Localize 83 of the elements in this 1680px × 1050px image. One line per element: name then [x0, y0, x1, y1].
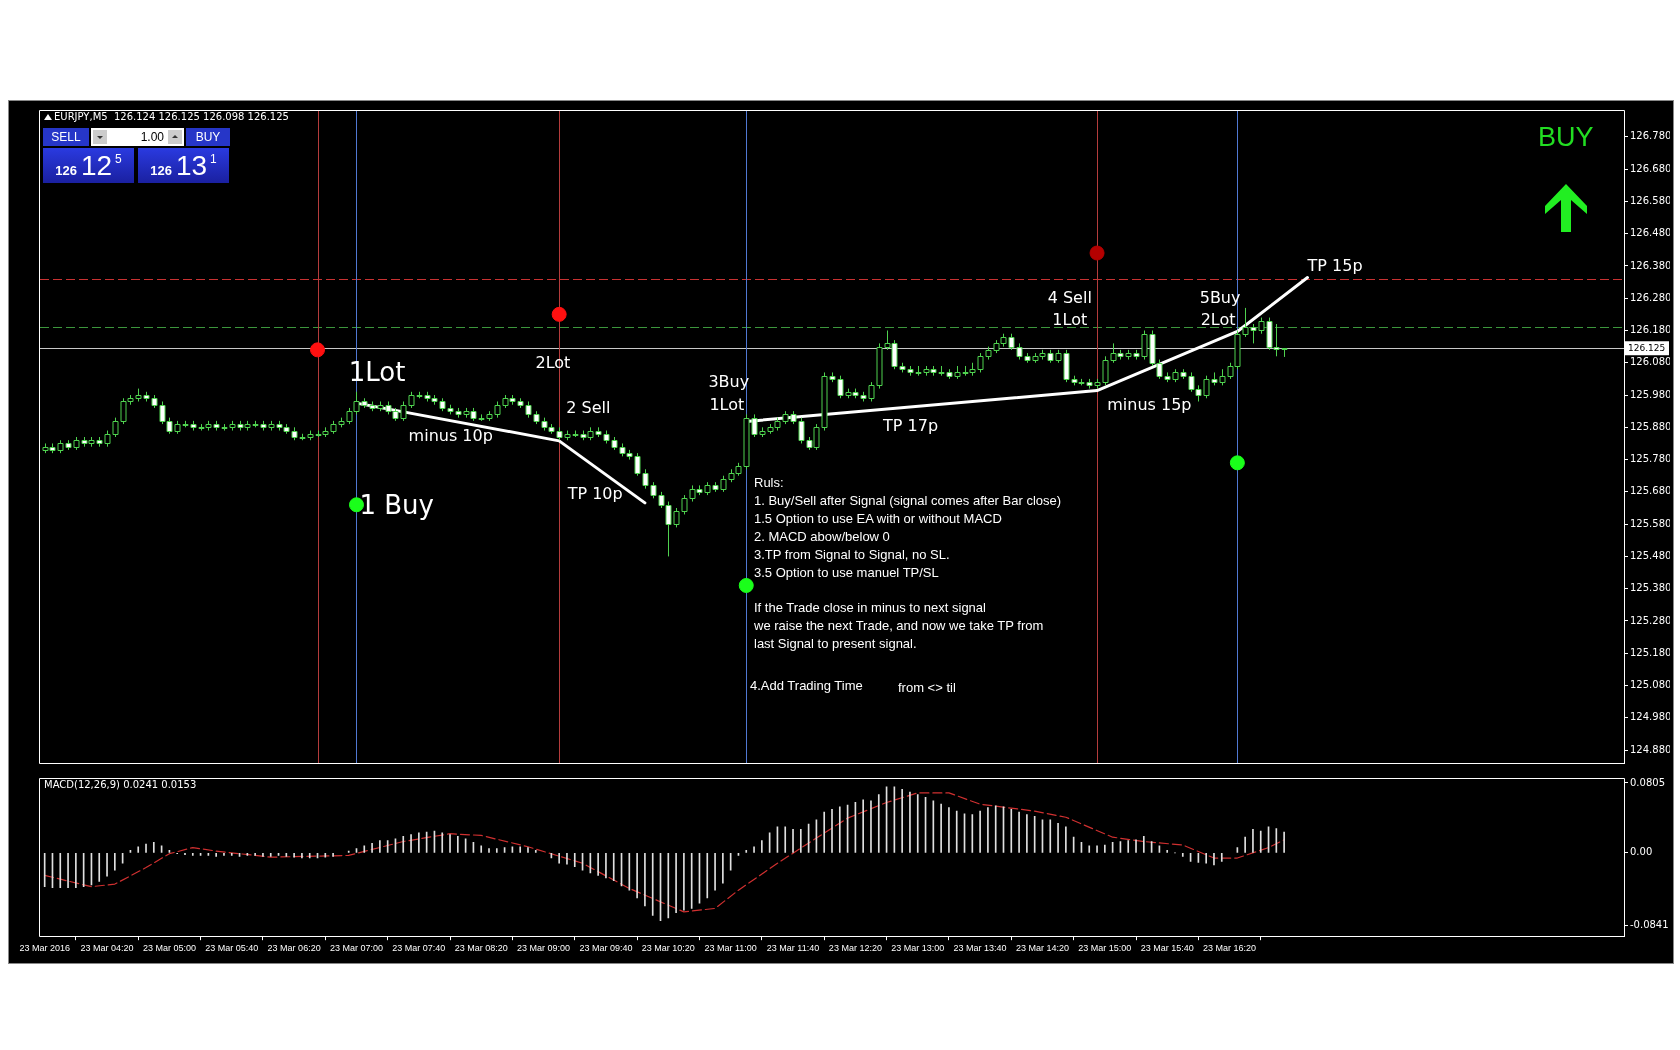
x-tick-label: 23 Mar 08:20 — [454, 943, 508, 954]
annotation: we raise the next Trade, and now we take TP from — [754, 617, 1044, 633]
ref-line-label: 126.125 — [1628, 342, 1666, 353]
annotation: TP 10p — [567, 484, 623, 503]
x-tick-label: 23 Mar 05:40 — [205, 943, 259, 954]
y-tick-label: 126.180 — [1630, 324, 1672, 336]
x-tick-label: 23 Mar 15:40 — [1140, 943, 1194, 954]
annotation: minus 15p — [1107, 395, 1192, 414]
annotation: 126 — [55, 163, 77, 178]
annotation: 2. MACD abow/below 0 — [754, 528, 890, 544]
y-tick-label: 0.0805 — [1630, 776, 1665, 788]
x-tick-label: 23 Mar 12:20 — [828, 943, 882, 954]
y-tick-label: 125.080 — [1630, 679, 1672, 691]
y-tick-label: 126.680 — [1630, 162, 1672, 174]
chart-title: EURJPY,M5 126.124 126.125 126.098 126.125 — [54, 111, 289, 122]
y-tick-label: 125.180 — [1630, 646, 1672, 658]
y-tick-label: 125.880 — [1630, 420, 1672, 432]
y-tick-label: -0.0841 — [1630, 919, 1669, 931]
annotation: 5 — [115, 152, 122, 166]
x-tick-label: 23 Mar 11:40 — [766, 943, 820, 954]
y-tick-label: 125.680 — [1630, 485, 1672, 497]
annotation: last Signal to present signal. — [754, 635, 917, 651]
annotation: 1 Buy — [359, 490, 434, 520]
y-tick-label: 124.980 — [1630, 711, 1672, 723]
annotation: from <> til — [898, 680, 956, 695]
x-tick-label: 23 Mar 13:00 — [891, 943, 945, 954]
x-tick-label: 23 Mar 07:40 — [392, 943, 446, 954]
x-tick-label: 23 Mar 2016 — [19, 943, 70, 954]
y-tick-label: 125.480 — [1630, 550, 1672, 562]
point — [1089, 245, 1105, 261]
x-tick-label: 23 Mar 14:20 — [1015, 943, 1069, 954]
y-tick-label: 125.580 — [1630, 517, 1672, 529]
x-tick-label: 23 Mar 07:00 — [329, 943, 384, 954]
x-tick-label: 23 Mar 16:20 — [1203, 943, 1257, 954]
annotation: TP 17p — [883, 416, 939, 435]
point — [551, 306, 567, 322]
y-tick-label: 125.980 — [1630, 388, 1672, 400]
y-tick-label: 0.00 — [1630, 846, 1653, 858]
x-tick-label: 23 Mar 04:20 — [80, 943, 134, 954]
annotation: 1.5 Option to use EA with or without MACD — [754, 510, 1002, 526]
annotation: SELL — [43, 128, 89, 146]
annotation: 1. Buy/Sell after Signal (signal comes after Bar close) — [754, 492, 1062, 508]
annotation: 12 — [80, 150, 113, 182]
annotation: Ruls: — [754, 475, 784, 490]
x-tick-label: 23 Mar 10:20 — [641, 943, 695, 954]
annotation: 1Lot — [709, 395, 745, 414]
x-tick-label: 23 Mar 11:00 — [704, 943, 757, 954]
x-tick-label: 23 Mar 05:00 — [142, 943, 196, 954]
y-tick-label: 126.280 — [1630, 291, 1672, 303]
annotation: 2 Sell — [566, 398, 611, 417]
annotation: 4.Add Trading Time — [750, 678, 863, 693]
chart-title: MACD(12,26,9) 0.0241 0.0153 — [44, 779, 197, 790]
x-tick-label: 23 Mar 06:20 — [267, 943, 321, 954]
annotation: 3.TP from Signal to Signal, no SL. — [754, 546, 950, 562]
annotation: TP 15p — [1307, 256, 1363, 275]
annotation: 3.5 Option to use manuel TP/SL — [754, 564, 939, 580]
y-tick-label: 126.780 — [1630, 130, 1672, 142]
annotation: minus 10p — [408, 426, 493, 445]
y-tick-label: 125.380 — [1630, 582, 1672, 594]
x-tick-label: 23 Mar 09:40 — [579, 943, 633, 954]
y-tick-label: 125.780 — [1630, 453, 1672, 465]
point — [738, 577, 754, 593]
point — [1229, 455, 1245, 471]
y-tick-label: 126.580 — [1630, 194, 1672, 206]
y-tick-label: 125.280 — [1630, 614, 1672, 626]
annotation: 4 Sell — [1047, 288, 1092, 307]
x-tick-label: 23 Mar 13:40 — [953, 943, 1007, 954]
annotation: 1.00 — [139, 130, 164, 144]
y-tick-label: 126.080 — [1630, 356, 1672, 368]
point — [310, 342, 326, 358]
y-tick-label: 126.480 — [1630, 227, 1672, 239]
annotation: BUY — [1538, 122, 1594, 152]
x-tick-label: 23 Mar 15:00 — [1078, 943, 1132, 954]
y-tick-label: 124.880 — [1630, 743, 1672, 755]
annotation: If the Trade close in minus to next signal — [754, 600, 986, 615]
x-tick-label: 23 Mar 09:00 — [517, 943, 571, 954]
annotation: BUY — [186, 128, 230, 146]
annotation: 13 — [175, 150, 208, 182]
annotation: 1 — [210, 152, 217, 166]
annotation: 2Lot — [1200, 310, 1236, 329]
y-tick-label: 126.380 — [1630, 259, 1672, 271]
annotation: 126 — [150, 163, 172, 178]
annotation: 1Lot — [1052, 310, 1088, 329]
